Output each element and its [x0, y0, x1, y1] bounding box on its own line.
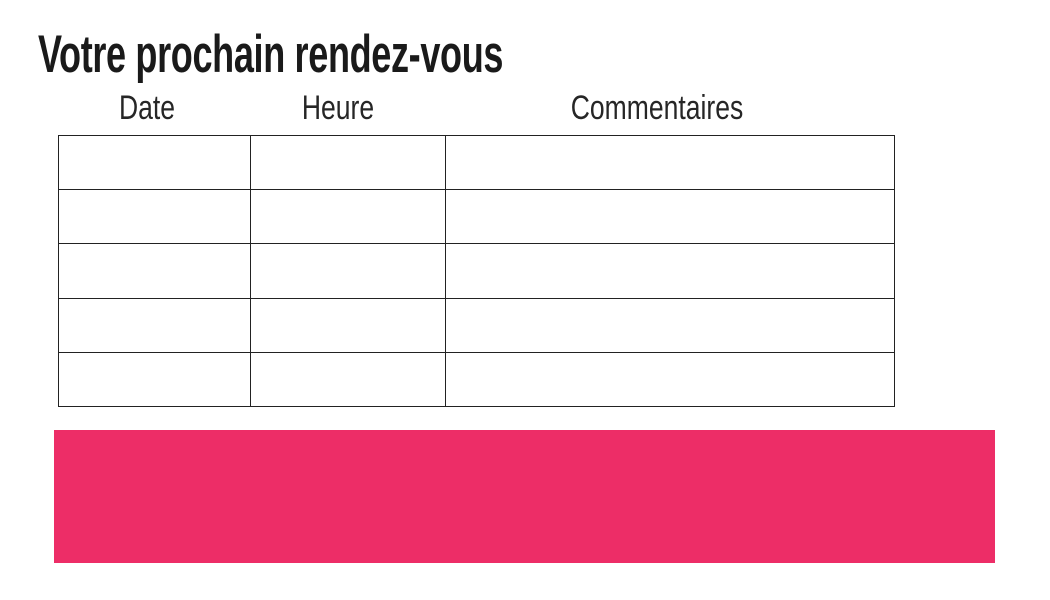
table-cell [250, 243, 446, 299]
table-cell [58, 134, 251, 191]
table-cell [58, 351, 251, 408]
table-row [58, 297, 895, 353]
table-cell [58, 297, 251, 353]
table-cell [250, 189, 446, 245]
table-cell [445, 189, 895, 245]
table-cell [445, 134, 895, 191]
appointments-table [58, 134, 895, 408]
table-cell [445, 297, 895, 353]
table-cell [445, 351, 895, 408]
table-row [58, 189, 895, 245]
table-row [58, 243, 895, 299]
table-row [58, 134, 895, 191]
table-cell [445, 243, 895, 299]
table-cell [250, 134, 446, 191]
table-cell [58, 189, 251, 245]
table-row [58, 351, 895, 408]
table-header-commentaires: Commentaires [570, 89, 744, 127]
accent-banner [54, 430, 995, 563]
table-header-heure: Heure [301, 89, 375, 127]
table-cell [250, 297, 446, 353]
table-cell [58, 243, 251, 299]
table-header-date: Date [118, 89, 176, 127]
appointments-table-body [58, 134, 895, 408]
table-cell [250, 351, 446, 408]
page-title: Votre prochain rendez-vous [38, 25, 504, 84]
